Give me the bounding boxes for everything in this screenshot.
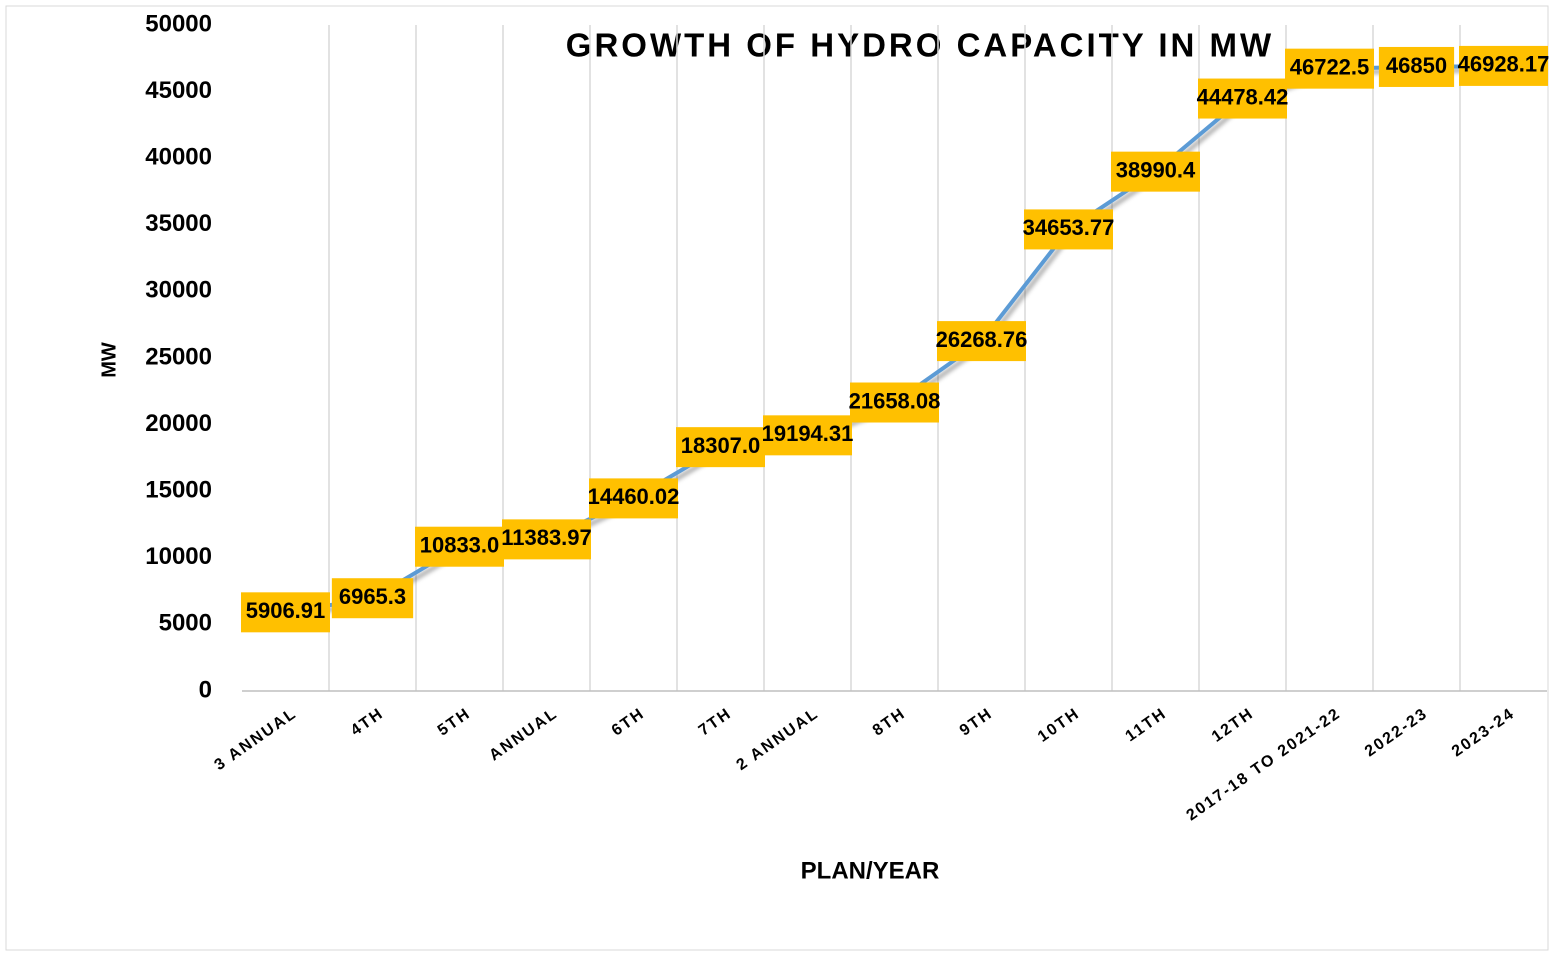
data-label-box bbox=[241, 592, 330, 633]
data-label-text: 46850 bbox=[1386, 53, 1447, 78]
y-axis-label: MW bbox=[98, 342, 120, 378]
data-label: 19194.31 bbox=[762, 415, 854, 456]
data-label: 18307.0 bbox=[676, 427, 765, 468]
data-label-text: 6965.3 bbox=[339, 584, 406, 609]
data-label-text: 21658.08 bbox=[849, 388, 941, 413]
data-label-text: 46928.17 bbox=[1458, 52, 1550, 77]
data-label-box bbox=[1285, 48, 1374, 89]
data-label-text: 19194.31 bbox=[762, 421, 854, 446]
data-label-box bbox=[502, 519, 591, 560]
data-label-box bbox=[850, 382, 939, 423]
y-tick-label: 20000 bbox=[145, 410, 212, 437]
data-label-box bbox=[763, 415, 852, 456]
data-label: 21658.08 bbox=[849, 382, 941, 423]
data-label: 46722.5 bbox=[1285, 48, 1374, 89]
data-label-box bbox=[937, 321, 1026, 362]
data-label-text: 44478.42 bbox=[1197, 84, 1289, 109]
chart-title: GROWTH OF HYDRO CAPACITY IN MW bbox=[566, 27, 1274, 64]
y-tick-label: 45000 bbox=[145, 77, 212, 104]
x-axis-label: PLAN/YEAR bbox=[801, 857, 940, 884]
data-label-text: 26268.76 bbox=[936, 327, 1028, 352]
data-label-box bbox=[1459, 45, 1548, 86]
data-label-box bbox=[1378, 46, 1455, 87]
data-label-text: 14460.02 bbox=[588, 484, 680, 509]
data-label: 6965.3 bbox=[331, 578, 414, 619]
chart-border bbox=[5, 5, 1549, 951]
y-tick-label: 5000 bbox=[159, 610, 212, 637]
data-label-box bbox=[1198, 78, 1287, 119]
y-tick-label: 25000 bbox=[145, 343, 212, 370]
y-tick-label: 0 bbox=[199, 676, 212, 703]
data-label-text: 11383.97 bbox=[501, 525, 592, 550]
y-tick-label: 30000 bbox=[145, 277, 212, 304]
y-tick-label: 35000 bbox=[145, 210, 212, 237]
y-tick-label: 10000 bbox=[145, 543, 212, 570]
data-label: 34653.77 bbox=[1023, 209, 1115, 250]
data-label: 11383.97 bbox=[501, 519, 592, 560]
data-label-box bbox=[676, 427, 765, 468]
data-label-box bbox=[589, 478, 678, 519]
data-label: 38990.4 bbox=[1111, 151, 1200, 192]
data-label: 46928.17 bbox=[1458, 45, 1550, 86]
data-label: 44478.42 bbox=[1197, 78, 1289, 119]
data-label-text: 38990.4 bbox=[1116, 157, 1196, 182]
data-label: 26268.76 bbox=[936, 321, 1028, 362]
data-label-text: 18307.0 bbox=[681, 433, 761, 458]
y-tick-label: 15000 bbox=[145, 477, 212, 504]
data-label-box bbox=[1024, 209, 1113, 250]
data-label: 14460.02 bbox=[588, 478, 680, 519]
data-label-box bbox=[415, 526, 504, 567]
data-label: 5906.91 bbox=[241, 592, 330, 633]
data-label-text: 10833.0 bbox=[420, 533, 500, 558]
data-label-box bbox=[1111, 151, 1200, 192]
data-label-text: 34653.77 bbox=[1023, 215, 1115, 240]
data-label-box bbox=[331, 578, 414, 619]
data-label-text: 5906.91 bbox=[246, 598, 326, 623]
data-label: 10833.0 bbox=[415, 526, 504, 567]
data-label: 46850 bbox=[1378, 46, 1455, 87]
y-tick-label: 40000 bbox=[145, 144, 212, 171]
data-label-text: 46722.5 bbox=[1290, 54, 1370, 79]
y-tick-label: 50000 bbox=[145, 10, 212, 37]
